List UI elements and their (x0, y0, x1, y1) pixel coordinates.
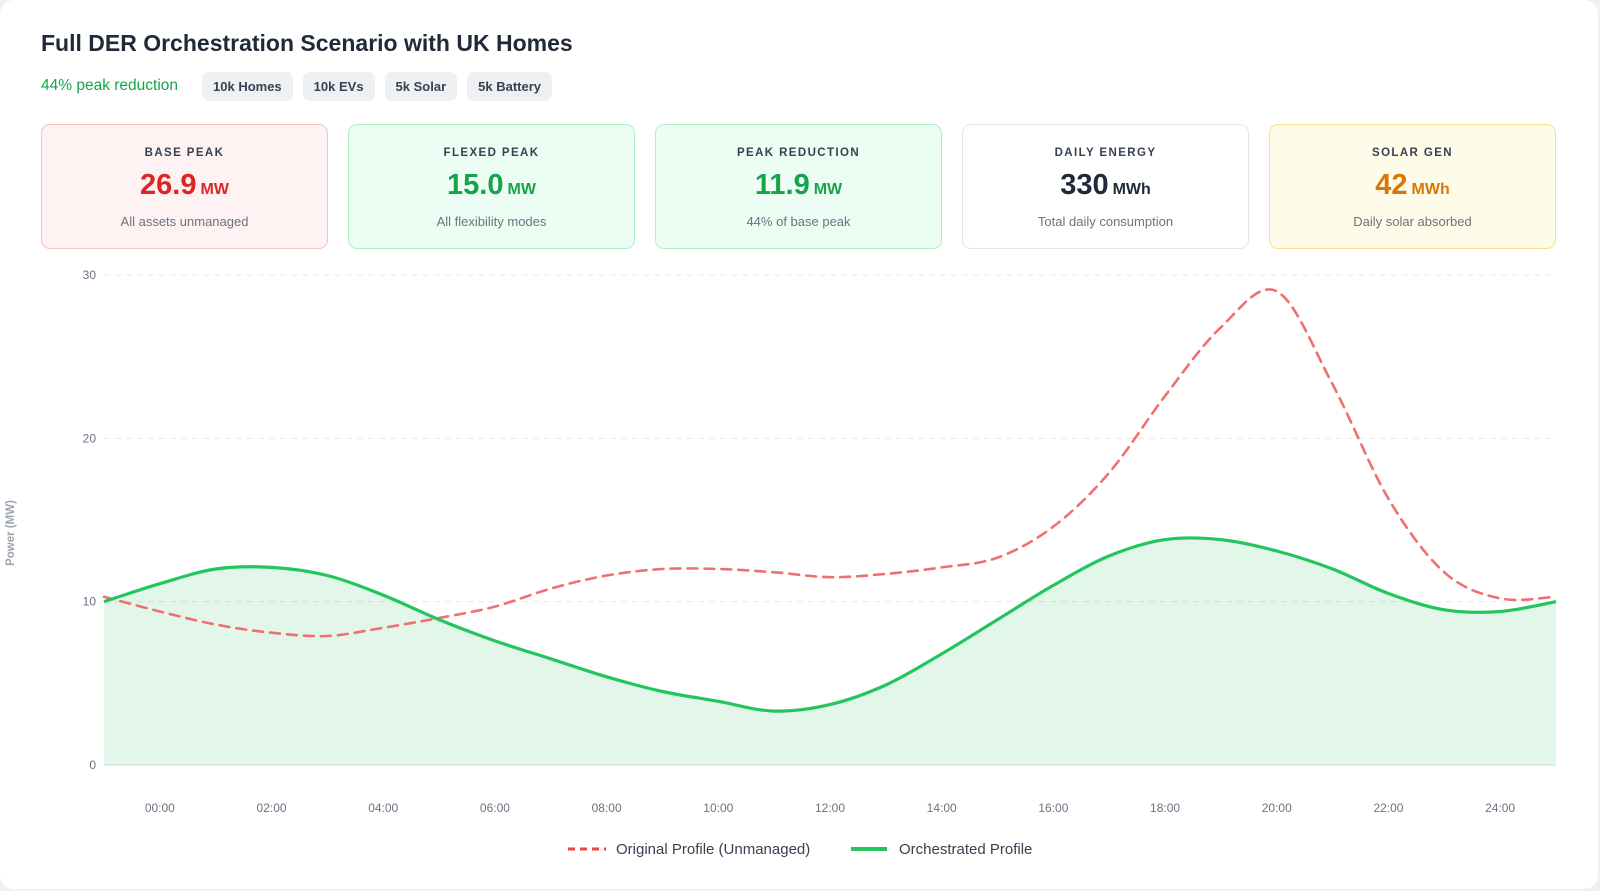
orchestrated-area (104, 537, 1556, 765)
card-value-number: 15.0 (447, 169, 504, 201)
card-label: PEAK REDUCTION (736, 147, 861, 159)
chart-legend: Original Profile (Unmanaged) Orchestrated… (568, 841, 1032, 858)
card-value-unit: MW (200, 181, 229, 198)
card-label: DAILY ENERGY (1054, 147, 1157, 159)
x-tick-label: 06:00 (480, 801, 510, 815)
x-tick-label: 08:00 (592, 801, 622, 815)
x-tick-label: 14:00 (927, 801, 957, 815)
legend-label-orchestrated: Orchestrated Profile (899, 841, 1032, 858)
card-value-number: 26.9 (140, 169, 197, 201)
x-tick-label: 12:00 (815, 801, 845, 815)
card-flexed-peak: FLEXED PEAK 15.0 MW All flexibility modes (348, 124, 635, 249)
x-axis-ticks: 00:00 02:00 04:00 06:00 08:00 10:00 12:00 14:00… (145, 801, 1516, 815)
y-axis-label: Power (MW) (5, 500, 17, 566)
x-tick-label: 24:00 (1485, 801, 1515, 815)
tag-battery: 5k Battery (467, 71, 553, 101)
card-description: All flexibility modes (436, 214, 547, 229)
y-tick-label: 20 (83, 431, 97, 445)
card-description: 44% of base peak (746, 214, 851, 229)
peak-reduction-summary: 44% peak reduction (41, 77, 179, 94)
page-title: Full DER Orchestration Scenario with UK … (41, 30, 573, 56)
chart-series (102, 288, 1558, 765)
card-value: 26.9 MW (42, 167, 327, 208)
card-value-unit: MW (813, 181, 843, 198)
y-axis-ticks: 0 10 20 30 (83, 268, 97, 772)
card-description: Total daily consumption (1037, 214, 1174, 229)
card-daily-energy: DAILY ENERGY 330 MWh Total daily consumpt… (962, 124, 1249, 249)
card-label: SOLAR GEN (1372, 147, 1453, 159)
card-value-unit: MWh (1411, 181, 1450, 198)
y-tick-label: 0 (89, 758, 96, 772)
x-tick-label: 04:00 (368, 801, 398, 815)
y-tick-label: 10 (83, 595, 97, 609)
card-value-unit: MW (507, 181, 536, 198)
x-tick-label: 18:00 (1150, 801, 1180, 815)
card-value: 15.0 MW (349, 167, 634, 208)
x-tick-label: 00:00 (145, 801, 175, 815)
x-tick-label: 20:00 (1262, 801, 1292, 815)
original-profile-line (102, 288, 1558, 638)
card-value: 42 MWh (1270, 167, 1555, 208)
card-description: All assets unmanaged (120, 214, 249, 229)
chart-grid (104, 274, 1556, 766)
x-tick-label: 02:00 (257, 801, 287, 815)
card-label: FLEXED PEAK (443, 147, 540, 159)
card-base-peak: BASE PEAK 26.9 MW All assets unmanaged (41, 124, 328, 249)
card-value: 330 MWh (963, 167, 1248, 208)
card-label: BASE PEAK (144, 147, 225, 159)
card-value: 11.9 MW (656, 167, 941, 208)
tag-evs: 10k EVs (302, 71, 375, 101)
card-solar-gen: SOLAR GEN 42 MWh Daily solar absorbed (1269, 124, 1556, 249)
tag-homes: 10k Homes (202, 71, 293, 101)
legend-label-original: Original Profile (Unmanaged) (616, 841, 810, 858)
tag-solar: 5k Solar (384, 71, 458, 101)
x-tick-label: 16:00 (1038, 801, 1068, 815)
x-tick-label: 10:00 (703, 801, 733, 815)
card-peak-reduction: PEAK REDUCTION 11.9 MW 44% of base peak (655, 124, 942, 249)
card-value-unit: MWh (1112, 181, 1151, 198)
y-tick-label: 30 (83, 268, 97, 282)
scenario-summary-row: 44% peak reduction 10k Homes 10k EVs 5k … (41, 71, 562, 101)
card-value-number: 11.9 (754, 169, 810, 201)
card-description: Daily solar absorbed (1353, 214, 1472, 229)
card-value-number: 42 (1375, 169, 1408, 201)
card-value-number: 330 (1060, 169, 1109, 201)
orchestrated-profile-line (103, 536, 1557, 713)
x-tick-label: 22:00 (1373, 801, 1403, 815)
